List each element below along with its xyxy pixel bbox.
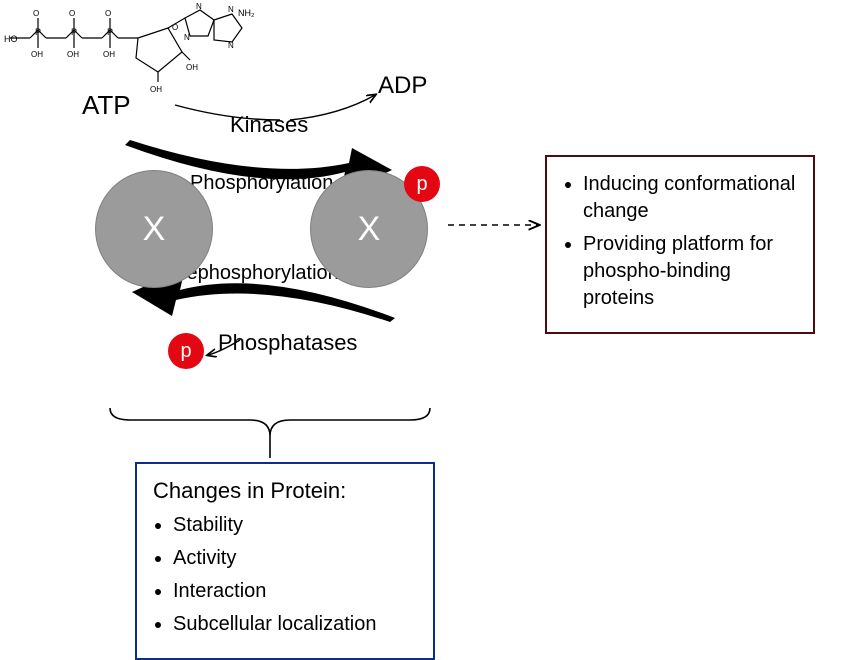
changes-box-title: Changes in Protein: xyxy=(153,478,417,504)
effects-box: Inducing conformational change Providing… xyxy=(545,155,815,334)
svg-text:P: P xyxy=(107,27,113,37)
svg-text:O: O xyxy=(33,9,39,18)
svg-text:HO: HO xyxy=(4,34,18,44)
svg-text:OH: OH xyxy=(31,50,43,59)
changes-item: Stability xyxy=(173,512,417,539)
svg-text:N: N xyxy=(184,33,190,42)
curly-brace xyxy=(110,408,430,436)
phospho-badge-released: p xyxy=(168,333,204,369)
adp-label: ADP xyxy=(378,72,427,100)
phosphorylation-label: Phosphorylation xyxy=(190,172,333,195)
svg-text:N: N xyxy=(228,5,234,14)
svg-text:N: N xyxy=(196,2,202,11)
svg-text:N: N xyxy=(228,41,234,50)
svg-text:O: O xyxy=(69,9,75,18)
atp-structure: HO O O O OH OH OH P P P O OH OH NH₂ N N … xyxy=(4,2,255,94)
phospho-badge-released-label: p xyxy=(180,340,191,363)
protein-unphosphorylated: X xyxy=(95,170,213,288)
svg-text:OH: OH xyxy=(67,50,79,59)
changes-item: Subcellular localization xyxy=(173,611,417,638)
svg-text:OH: OH xyxy=(103,50,115,59)
protein-left-label: X xyxy=(143,210,166,249)
svg-text:OH: OH xyxy=(150,85,162,94)
changes-item: Activity xyxy=(173,545,417,572)
phospho-badge-bound: p xyxy=(404,166,440,202)
svg-text:P: P xyxy=(35,27,41,37)
effects-item: Inducing conformational change xyxy=(583,171,797,225)
svg-text:NH₂: NH₂ xyxy=(238,8,255,18)
effects-item: Providing platform for phospho-binding p… xyxy=(583,231,797,312)
svg-text:P: P xyxy=(71,27,77,37)
protein-right-label: X xyxy=(358,210,381,249)
phosphatases-label: Phosphatases xyxy=(218,330,357,356)
changes-item: Interaction xyxy=(173,578,417,605)
kinases-label: Kinases xyxy=(230,112,308,138)
svg-text:O: O xyxy=(172,23,178,32)
svg-text:O: O xyxy=(105,9,111,18)
changes-box: Changes in Protein: Stability Activity I… xyxy=(135,462,435,660)
phospho-badge-bound-label: p xyxy=(416,173,427,196)
svg-text:OH: OH xyxy=(186,63,198,72)
atp-label: ATP xyxy=(82,90,131,121)
